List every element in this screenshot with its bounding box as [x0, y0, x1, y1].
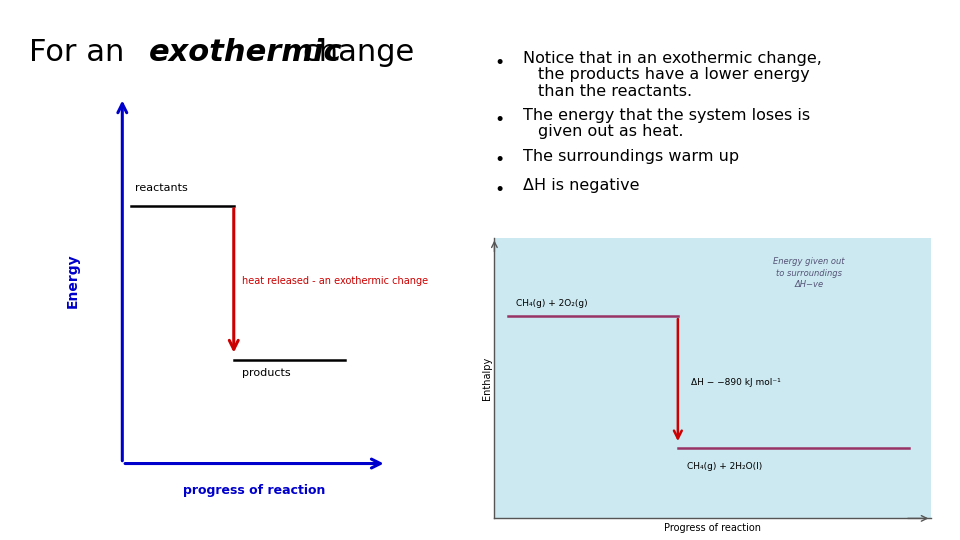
Text: ΔH − −890 kJ mol⁻¹: ΔH − −890 kJ mol⁻¹ [691, 377, 780, 387]
Text: •: • [494, 151, 505, 169]
Text: •: • [494, 111, 505, 129]
Y-axis label: Enthalpy: Enthalpy [482, 356, 492, 400]
Text: CH₄(g) + 2O₂(g): CH₄(g) + 2O₂(g) [516, 299, 588, 308]
Text: given out as heat.: given out as heat. [538, 124, 684, 139]
Text: Notice that in an exothermic change,: Notice that in an exothermic change, [523, 51, 822, 66]
Text: ΔH is negative: ΔH is negative [523, 178, 639, 193]
Text: progress of reaction: progress of reaction [183, 484, 325, 497]
Text: change: change [302, 38, 415, 67]
Text: For an: For an [29, 38, 134, 67]
Text: •: • [494, 54, 505, 72]
X-axis label: Progress of reaction: Progress of reaction [664, 523, 761, 532]
Text: heat released - an exothermic change: heat released - an exothermic change [242, 275, 428, 286]
Text: CH₄(g) + 2H₂O(l): CH₄(g) + 2H₂O(l) [686, 462, 762, 471]
Text: The surroundings warm up: The surroundings warm up [523, 148, 739, 164]
Text: exothermic: exothermic [149, 38, 343, 67]
Text: reactants: reactants [134, 183, 187, 193]
Text: The energy that the system loses is: The energy that the system loses is [523, 108, 810, 123]
Text: Energy given out
to surroundings
ΔH−ve: Energy given out to surroundings ΔH−ve [773, 257, 845, 289]
Text: Energy: Energy [66, 253, 80, 308]
Text: products: products [242, 368, 291, 378]
Text: the products have a lower energy: the products have a lower energy [538, 68, 809, 83]
Text: •: • [494, 181, 505, 199]
Text: than the reactants.: than the reactants. [538, 84, 692, 99]
